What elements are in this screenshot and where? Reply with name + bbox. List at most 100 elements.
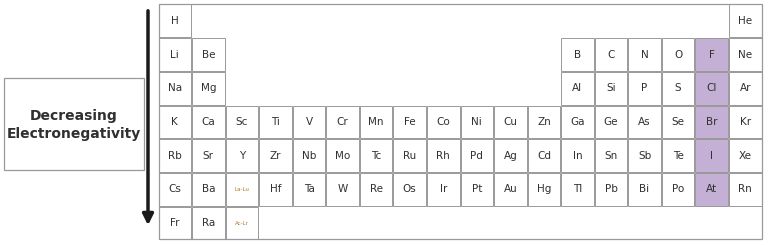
- Text: Mn: Mn: [369, 117, 384, 127]
- Text: I: I: [710, 151, 713, 161]
- Text: At: At: [706, 184, 717, 195]
- Bar: [326, 106, 359, 138]
- Bar: [561, 139, 594, 172]
- Bar: [259, 173, 292, 206]
- Text: He: He: [738, 16, 753, 26]
- Text: Pt: Pt: [472, 184, 482, 195]
- Text: Co: Co: [436, 117, 450, 127]
- Bar: [662, 106, 694, 138]
- Text: Cr: Cr: [336, 117, 349, 127]
- Text: Sn: Sn: [604, 151, 617, 161]
- Bar: [729, 106, 762, 138]
- Bar: [326, 139, 359, 172]
- Bar: [729, 139, 762, 172]
- Bar: [393, 139, 426, 172]
- Bar: [226, 106, 258, 138]
- Bar: [192, 207, 224, 240]
- Bar: [427, 106, 459, 138]
- Text: Mg: Mg: [200, 83, 216, 93]
- Text: As: As: [638, 117, 650, 127]
- Text: Au: Au: [504, 184, 517, 195]
- Bar: [192, 72, 224, 105]
- Bar: [494, 139, 527, 172]
- Text: Al: Al: [572, 83, 582, 93]
- Text: Decreasing: Decreasing: [30, 109, 118, 123]
- Text: Rh: Rh: [436, 151, 450, 161]
- Bar: [192, 173, 224, 206]
- Bar: [594, 139, 627, 172]
- Bar: [158, 173, 191, 206]
- Bar: [662, 139, 694, 172]
- Bar: [158, 4, 191, 37]
- Bar: [259, 106, 292, 138]
- Bar: [461, 139, 493, 172]
- Text: Ra: Ra: [202, 218, 215, 228]
- Text: Os: Os: [402, 184, 416, 195]
- Bar: [192, 106, 224, 138]
- Text: Y: Y: [239, 151, 245, 161]
- Text: H: H: [171, 16, 179, 26]
- Bar: [729, 72, 762, 105]
- Text: Ir: Ir: [439, 184, 447, 195]
- Bar: [158, 38, 191, 71]
- Bar: [494, 173, 527, 206]
- Bar: [293, 106, 326, 138]
- Text: Electronegativity: Electronegativity: [7, 127, 141, 141]
- Text: Cs: Cs: [168, 184, 181, 195]
- Text: Kr: Kr: [740, 117, 751, 127]
- Bar: [158, 4, 762, 240]
- Bar: [293, 173, 326, 206]
- Bar: [393, 173, 426, 206]
- Bar: [226, 207, 258, 240]
- Text: S: S: [675, 83, 681, 93]
- Text: Na: Na: [167, 83, 182, 93]
- Bar: [192, 139, 224, 172]
- Text: Tc: Tc: [371, 151, 381, 161]
- Text: Te: Te: [673, 151, 684, 161]
- Bar: [729, 38, 762, 71]
- Text: Ta: Ta: [303, 184, 314, 195]
- Bar: [628, 106, 660, 138]
- Text: Hf: Hf: [270, 184, 281, 195]
- Text: C: C: [607, 49, 614, 60]
- Bar: [662, 38, 694, 71]
- Text: Pb: Pb: [604, 184, 617, 195]
- Bar: [158, 106, 191, 138]
- Text: Ag: Ag: [504, 151, 517, 161]
- Text: Tl: Tl: [573, 184, 582, 195]
- Text: Ca: Ca: [201, 117, 215, 127]
- Text: Ac-Lr: Ac-Lr: [235, 221, 249, 226]
- Bar: [561, 72, 594, 105]
- Bar: [528, 139, 560, 172]
- Bar: [628, 38, 660, 71]
- Text: Mo: Mo: [335, 151, 350, 161]
- Text: Nb: Nb: [302, 151, 316, 161]
- Bar: [628, 139, 660, 172]
- Text: Br: Br: [706, 117, 717, 127]
- Bar: [427, 139, 459, 172]
- Text: Zr: Zr: [270, 151, 281, 161]
- Bar: [360, 173, 392, 206]
- Bar: [628, 72, 660, 105]
- Text: B: B: [574, 49, 581, 60]
- Bar: [259, 139, 292, 172]
- Bar: [326, 173, 359, 206]
- Bar: [427, 173, 459, 206]
- Text: Hg: Hg: [537, 184, 551, 195]
- Text: V: V: [306, 117, 313, 127]
- Bar: [594, 173, 627, 206]
- Text: Cl: Cl: [707, 83, 717, 93]
- Text: N: N: [641, 49, 648, 60]
- Bar: [695, 139, 728, 172]
- Bar: [158, 72, 191, 105]
- Text: F: F: [709, 49, 714, 60]
- Bar: [158, 139, 191, 172]
- Bar: [494, 106, 527, 138]
- Text: Zn: Zn: [537, 117, 551, 127]
- Bar: [662, 72, 694, 105]
- Text: Ba: Ba: [201, 184, 215, 195]
- Text: Fe: Fe: [404, 117, 415, 127]
- Bar: [695, 173, 728, 206]
- Bar: [695, 38, 728, 71]
- Text: Se: Se: [671, 117, 684, 127]
